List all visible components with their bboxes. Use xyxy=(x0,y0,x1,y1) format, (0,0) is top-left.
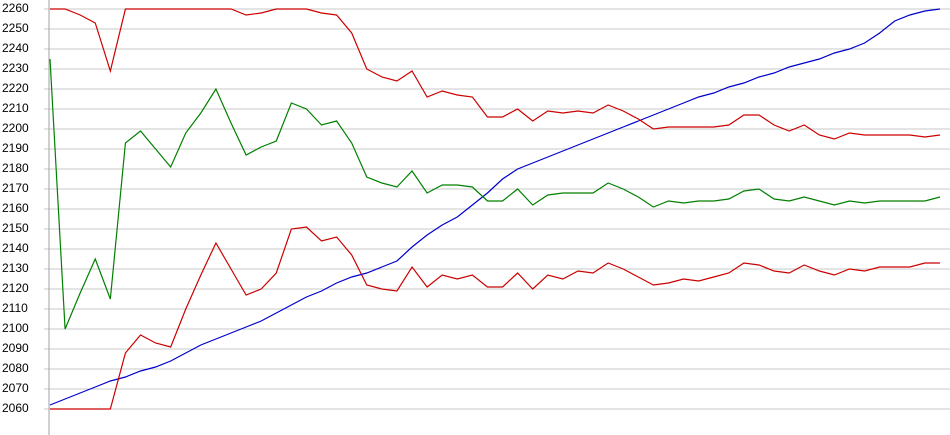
y-tick-label: 2150 xyxy=(2,221,29,235)
y-tick-label: 2080 xyxy=(2,361,29,375)
y-tick-label: 2120 xyxy=(2,281,29,295)
y-tick-label: 2130 xyxy=(2,261,29,275)
y-tick-label: 2260 xyxy=(2,1,29,15)
y-tick-label: 2190 xyxy=(2,141,29,155)
series-line xyxy=(49,58,941,330)
y-tick-label: 2070 xyxy=(2,381,29,395)
y-tick-label: 2090 xyxy=(2,341,29,355)
y-tick-label: 2140 xyxy=(2,241,29,255)
y-tick-label: 2180 xyxy=(2,161,29,175)
y-tick-label: 2220 xyxy=(2,81,29,95)
series-line xyxy=(49,8,941,406)
series-line xyxy=(50,8,941,140)
y-tick-label: 2170 xyxy=(2,181,29,195)
y-tick-label: 2110 xyxy=(2,301,28,315)
y-tick-label: 2060 xyxy=(2,401,29,415)
y-tick-label: 2200 xyxy=(2,121,29,135)
y-tick-label: 2230 xyxy=(2,61,29,75)
y-tick-label: 2210 xyxy=(2,101,29,115)
y-tick-label: 2100 xyxy=(2,321,29,335)
series-line xyxy=(50,226,940,410)
y-tick-label: 2250 xyxy=(2,21,29,35)
y-tick-label: 2160 xyxy=(2,201,29,215)
y-tick-label: 2240 xyxy=(2,41,29,55)
